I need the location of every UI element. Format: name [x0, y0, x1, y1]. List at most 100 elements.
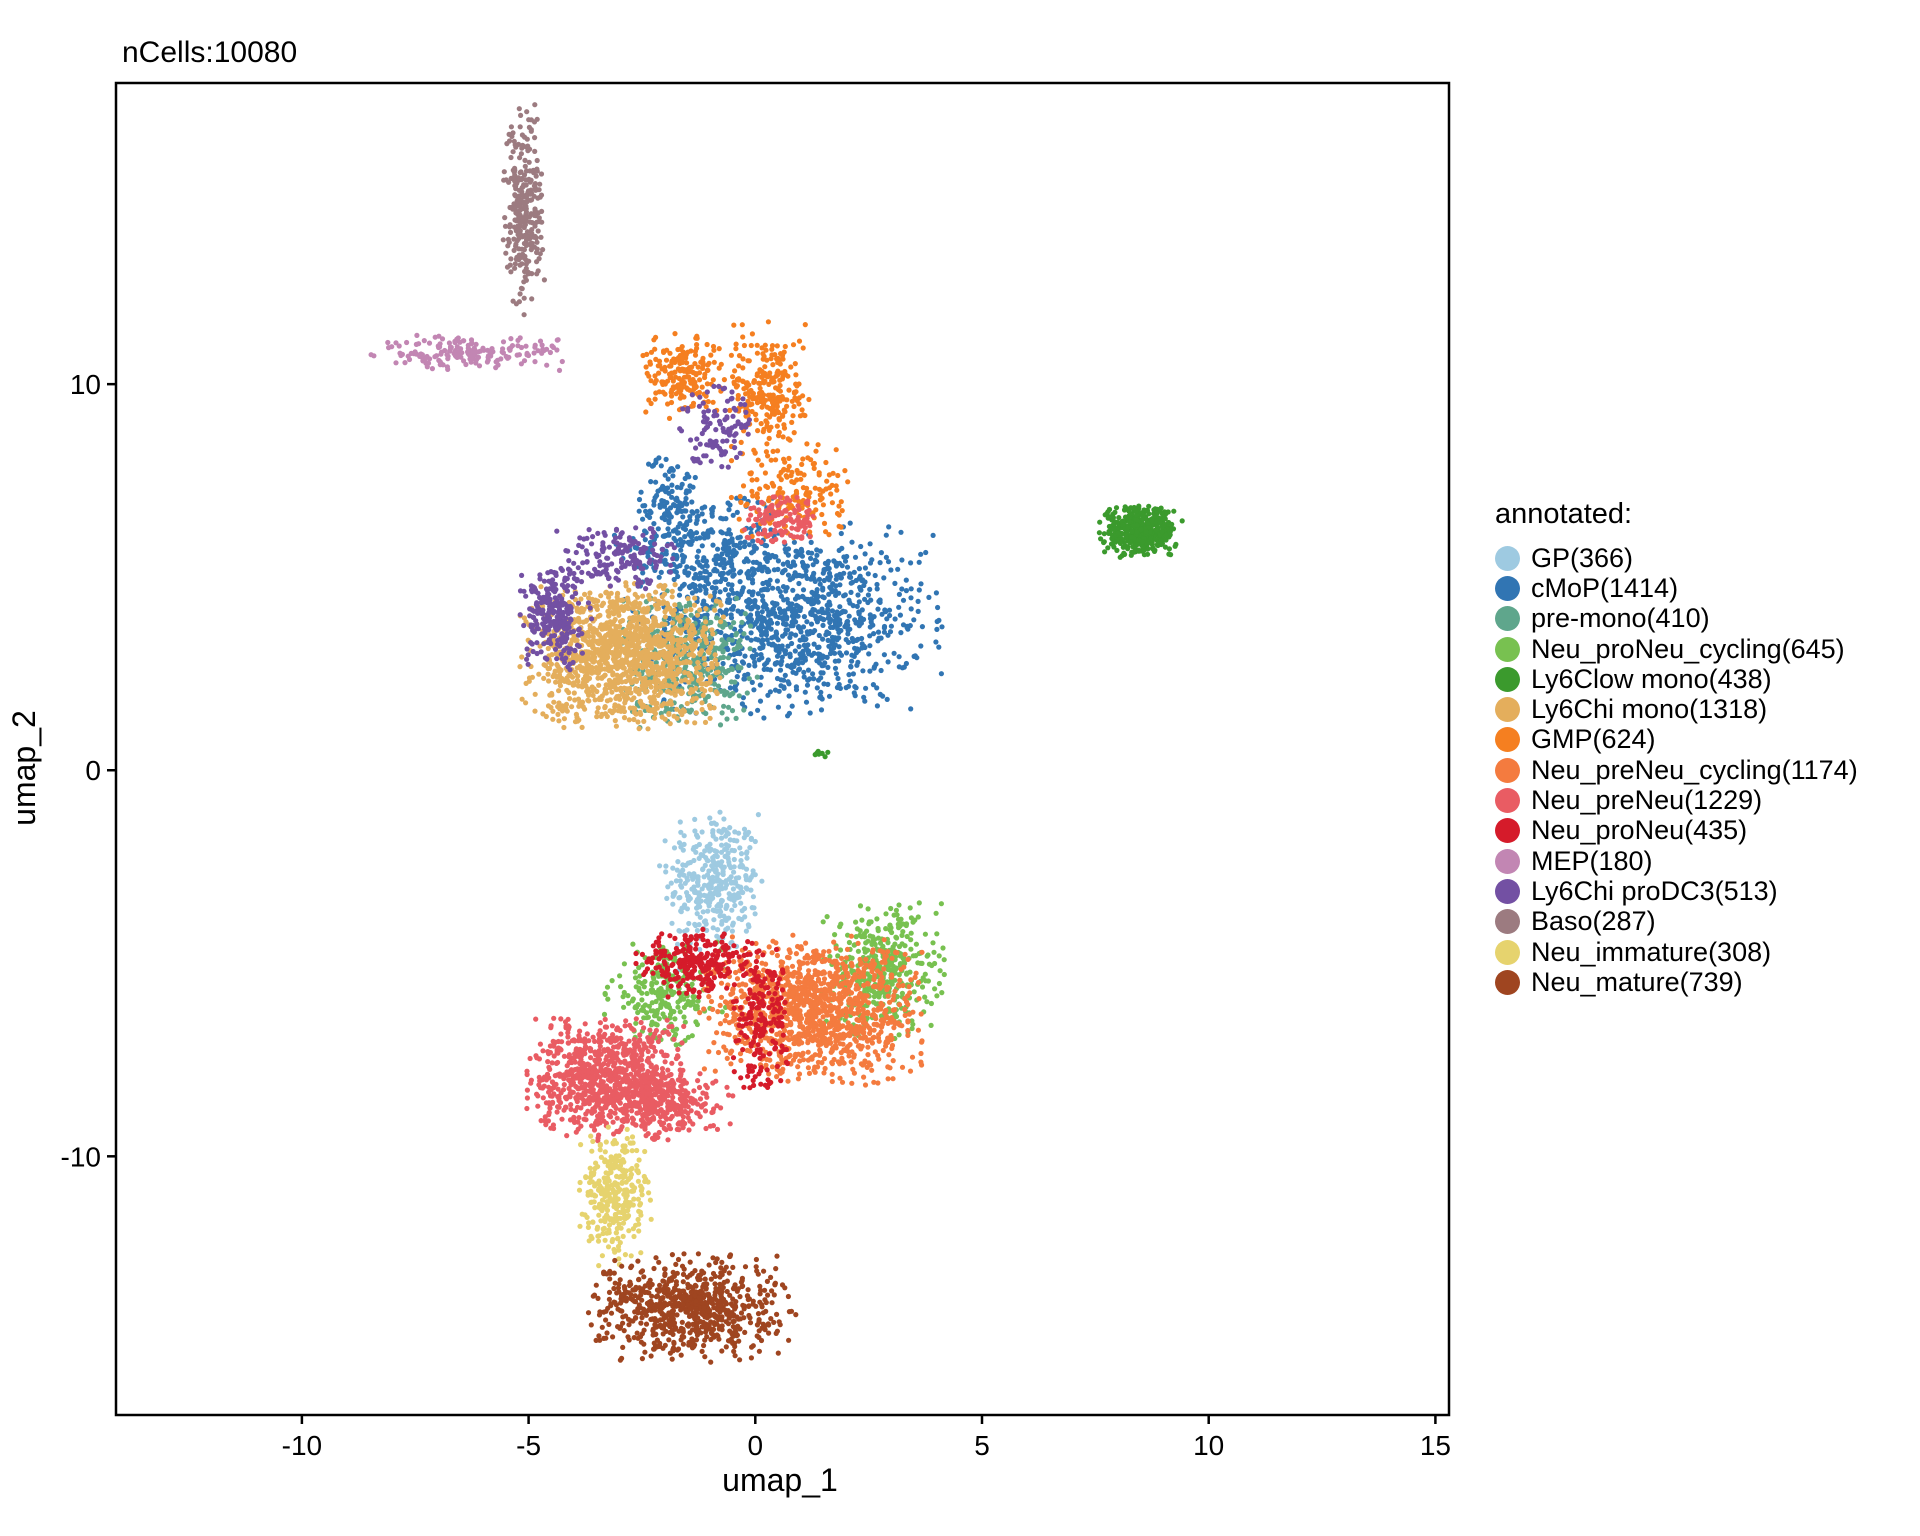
data-point — [647, 539, 654, 546]
data-point — [739, 619, 745, 626]
data-point — [656, 643, 662, 649]
data-point — [545, 665, 551, 672]
data-point — [751, 655, 757, 661]
data-point — [746, 662, 752, 669]
data-point — [676, 375, 682, 382]
data-point — [668, 466, 674, 472]
data-point — [684, 719, 690, 725]
data-point — [808, 555, 814, 562]
data-point — [688, 643, 694, 650]
data-point — [826, 693, 833, 699]
data-point — [696, 638, 703, 644]
data-point — [861, 616, 867, 623]
data-point — [863, 940, 869, 946]
data-point — [681, 1014, 687, 1020]
data-point — [760, 637, 766, 643]
data-point — [852, 693, 858, 699]
data-point — [902, 943, 908, 949]
data-point — [618, 685, 624, 691]
data-point — [742, 653, 748, 659]
data-point — [930, 532, 936, 539]
data-point — [673, 538, 679, 544]
data-point — [786, 693, 792, 699]
data-point — [923, 549, 929, 556]
data-point — [849, 658, 855, 664]
data-point — [707, 841, 713, 847]
data-point — [729, 708, 736, 714]
data-point — [654, 492, 660, 499]
data-point — [698, 649, 704, 655]
data-point — [820, 585, 826, 591]
data-point — [666, 520, 672, 526]
data-point — [897, 612, 904, 618]
data-point — [741, 826, 748, 832]
data-point — [1140, 539, 1146, 545]
data-point — [749, 401, 755, 407]
data-point — [625, 695, 631, 701]
data-point — [636, 985, 642, 991]
data-point — [691, 653, 697, 659]
data-point — [687, 387, 693, 393]
data-point — [728, 538, 735, 545]
data-point — [878, 667, 884, 674]
data-point — [848, 589, 854, 596]
data-point — [750, 872, 756, 878]
data-point — [660, 586, 667, 592]
data-point — [532, 691, 538, 697]
data-point — [740, 695, 747, 701]
data-point — [741, 707, 747, 713]
data-point — [649, 645, 655, 651]
data-point — [658, 652, 665, 658]
data-point — [900, 921, 906, 927]
data-point — [742, 611, 748, 617]
data-point — [824, 914, 830, 920]
data-point — [837, 621, 843, 628]
data-point — [859, 645, 865, 651]
data-point — [685, 860, 691, 866]
data-point — [837, 582, 843, 588]
data-point — [1144, 508, 1150, 514]
data-point — [896, 1032, 902, 1038]
data-point — [847, 600, 853, 606]
data-point — [596, 641, 602, 647]
data-point — [814, 547, 820, 553]
data-point — [589, 596, 595, 602]
data-point — [665, 1002, 672, 1008]
data-point — [882, 608, 888, 614]
data-point — [641, 1007, 647, 1014]
data-point — [783, 616, 789, 622]
data-point — [742, 914, 748, 920]
data-point — [569, 704, 575, 710]
data-point — [1111, 521, 1117, 527]
data-point — [1162, 544, 1168, 550]
data-point — [538, 584, 544, 590]
data-point — [814, 587, 820, 593]
data-point — [887, 923, 893, 929]
data-point — [669, 494, 675, 500]
data-point — [653, 681, 659, 687]
data-point — [832, 614, 839, 620]
data-point — [649, 670, 655, 676]
data-point — [677, 652, 683, 658]
data-point — [735, 890, 742, 897]
data-point — [885, 559, 892, 565]
data-point — [702, 862, 708, 869]
data-point — [651, 502, 657, 508]
data-point — [706, 360, 712, 366]
data-point — [686, 531, 692, 537]
data-point — [661, 348, 667, 354]
data-point — [684, 564, 690, 570]
points-layer — [368, 102, 1185, 1365]
data-point — [699, 511, 705, 517]
data-point — [871, 993, 878, 1000]
data-point — [695, 559, 701, 565]
data-point — [651, 521, 657, 527]
data-point — [881, 652, 888, 658]
data-point — [785, 373, 791, 379]
data-point — [866, 651, 872, 657]
data-point — [617, 973, 623, 979]
data-point — [620, 617, 626, 624]
data-point — [621, 1004, 627, 1010]
data-point — [641, 984, 647, 990]
